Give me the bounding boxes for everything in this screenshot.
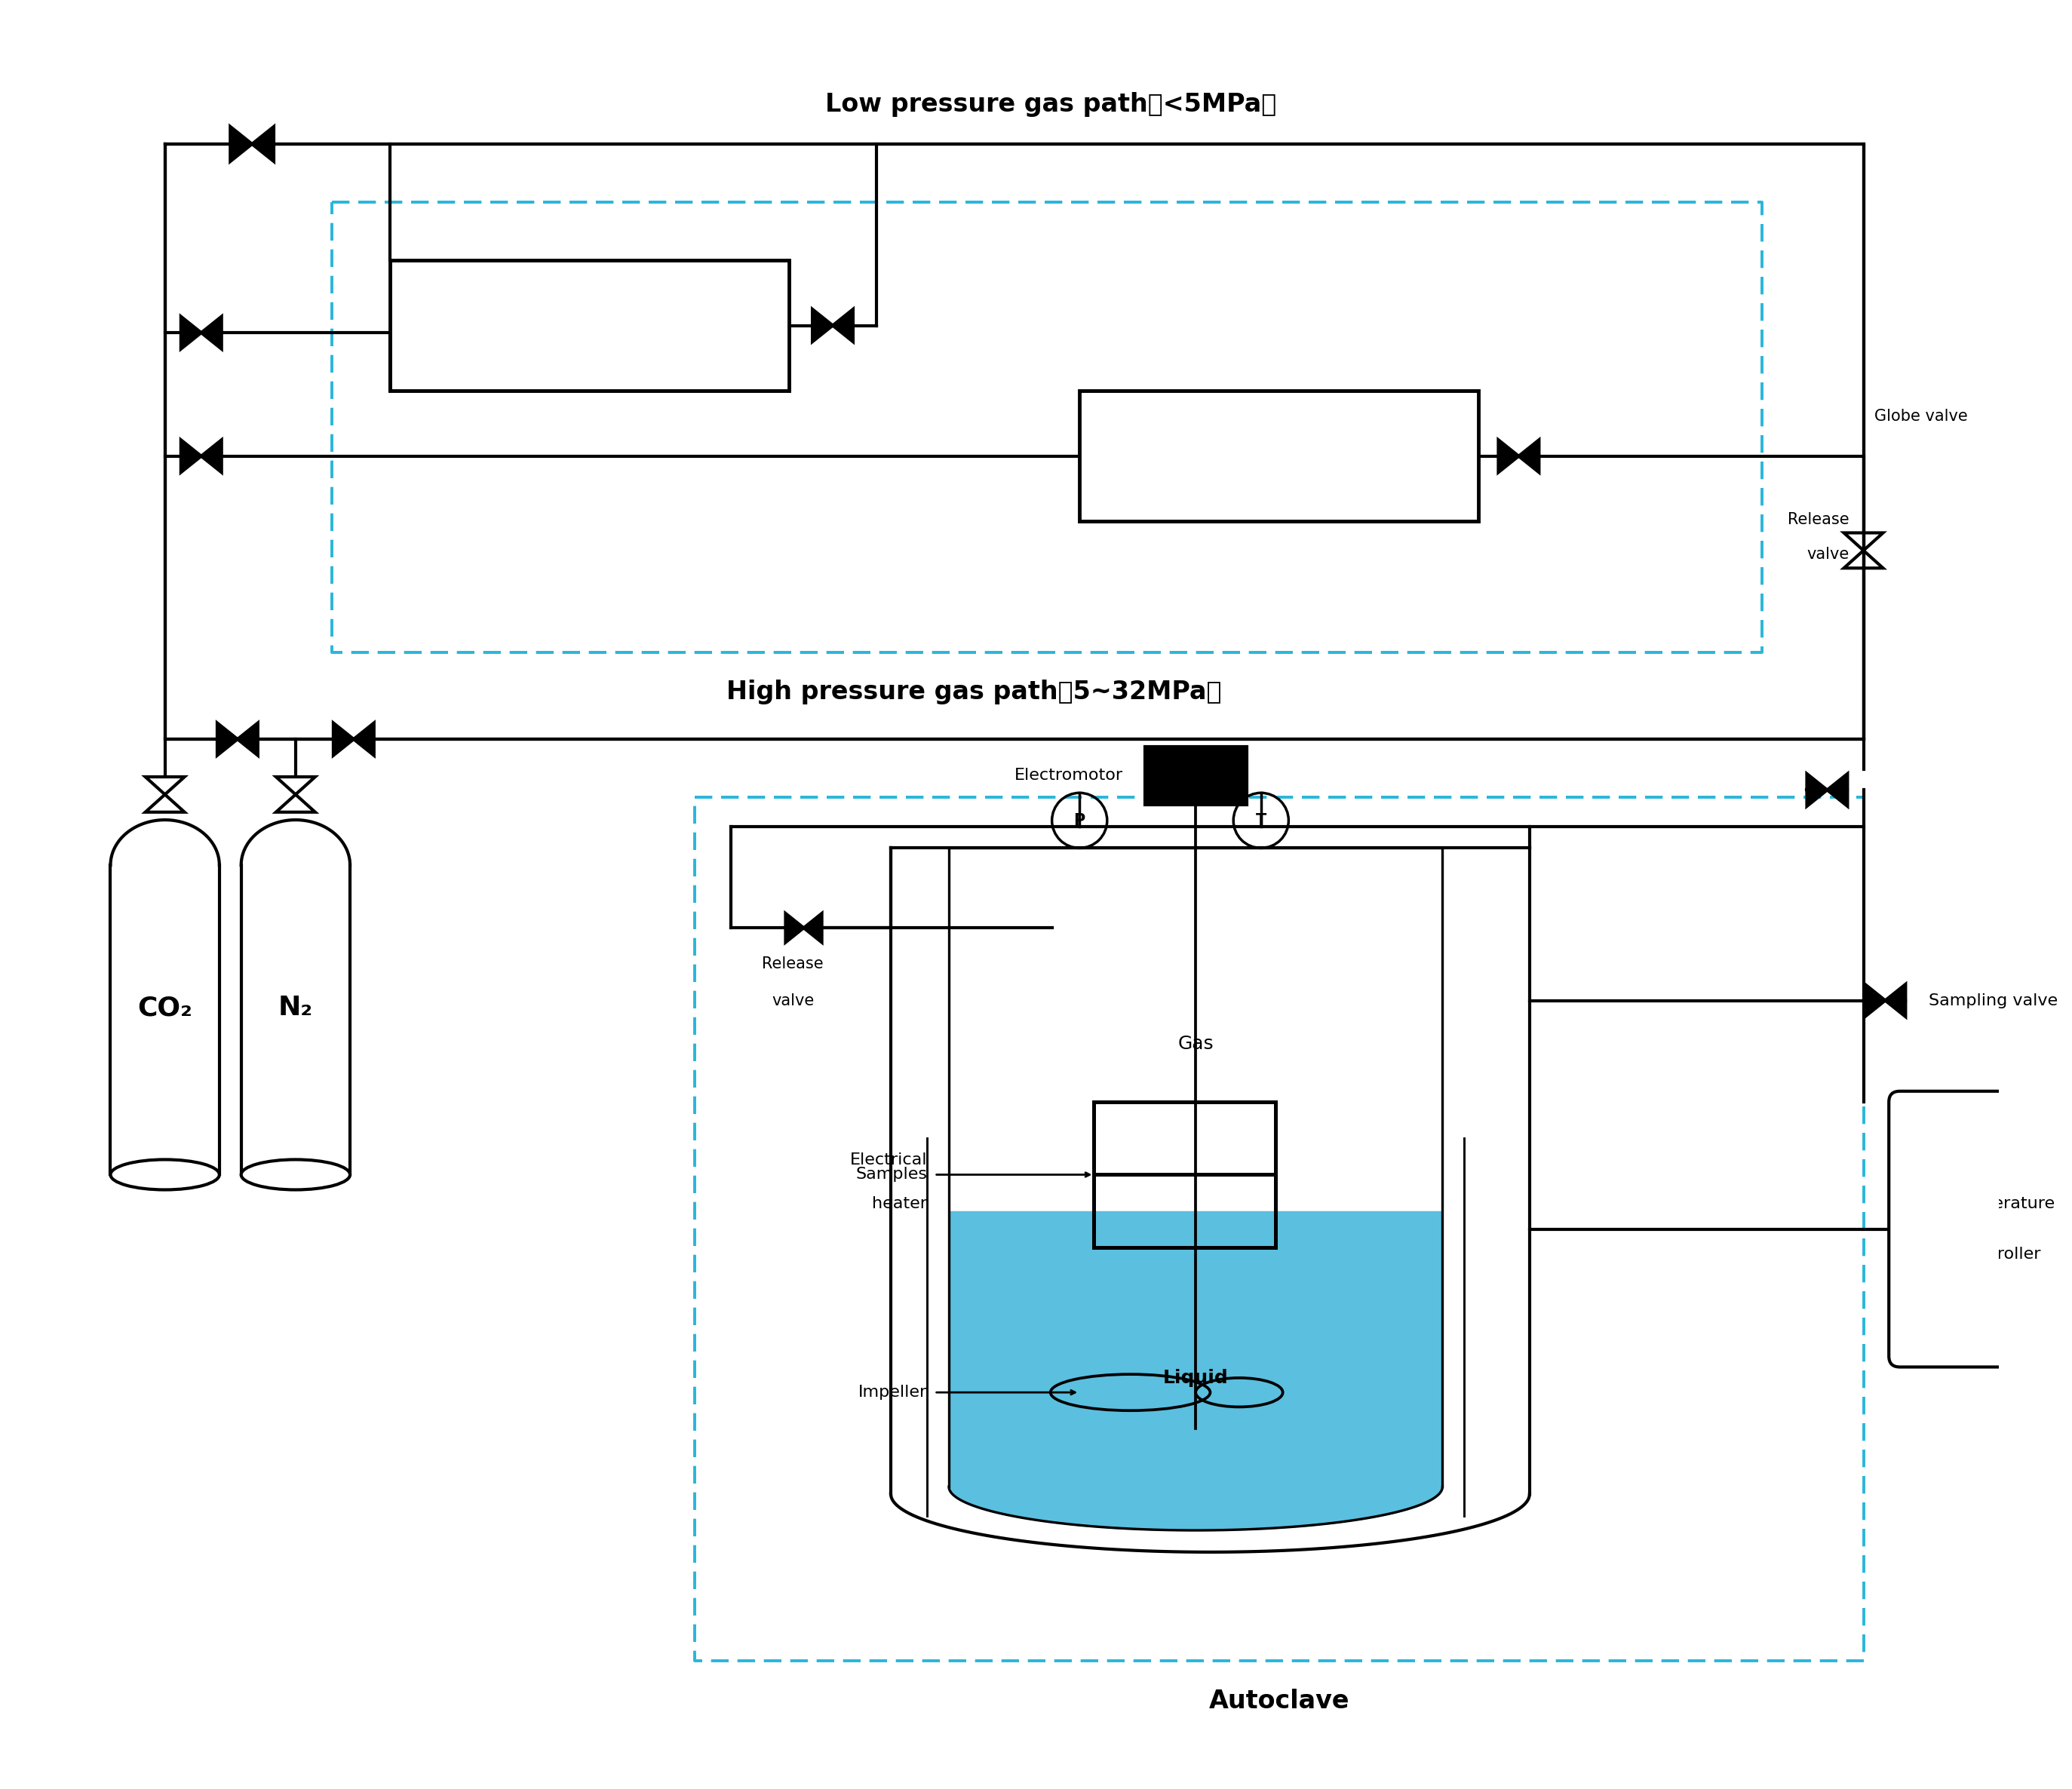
- Text: valve: valve: [1807, 547, 1848, 562]
- Polygon shape: [180, 317, 201, 349]
- Polygon shape: [230, 127, 253, 161]
- Text: Temperature: Temperature: [1948, 1197, 2055, 1211]
- Bar: [1080, 390, 1479, 521]
- Polygon shape: [1886, 984, 1906, 1016]
- Polygon shape: [1519, 440, 1539, 472]
- FancyBboxPatch shape: [1890, 1091, 2072, 1367]
- Text: T: T: [1256, 812, 1266, 828]
- Text: Impeller: Impeller: [858, 1385, 926, 1401]
- Ellipse shape: [110, 1159, 220, 1190]
- Text: Air compressor: Air compressor: [499, 315, 680, 336]
- Polygon shape: [804, 914, 823, 943]
- Text: High pressure gas path（5~32MPa）: High pressure gas path（5~32MPa）: [727, 680, 1222, 705]
- Text: CO₂: CO₂: [137, 995, 193, 1020]
- Text: N₂: N₂: [278, 995, 313, 1020]
- Text: Samples: Samples: [856, 1166, 926, 1183]
- Bar: [1146, 746, 1247, 805]
- Text: Gas: Gas: [1177, 1036, 1214, 1054]
- Polygon shape: [334, 723, 354, 755]
- Polygon shape: [1828, 773, 1848, 807]
- Text: Release: Release: [1788, 512, 1848, 528]
- Polygon shape: [238, 723, 257, 755]
- Polygon shape: [354, 723, 373, 755]
- Text: Electromotor: Electromotor: [1015, 767, 1123, 784]
- Polygon shape: [1498, 440, 1519, 472]
- Text: Autoclave: Autoclave: [1208, 1689, 1349, 1714]
- Polygon shape: [253, 127, 274, 161]
- Text: heater: heater: [872, 1197, 926, 1211]
- Polygon shape: [201, 440, 222, 472]
- Text: controller: controller: [1962, 1247, 2041, 1261]
- Polygon shape: [201, 317, 222, 349]
- Bar: [390, 259, 789, 390]
- Text: Booster pump: Booster pump: [1196, 445, 1361, 467]
- Text: P: P: [1073, 812, 1086, 828]
- Polygon shape: [812, 309, 833, 342]
- Polygon shape: [833, 309, 854, 342]
- Polygon shape: [1807, 773, 1828, 807]
- Text: Globe valve: Globe valve: [1875, 408, 1968, 424]
- Text: Liquid: Liquid: [1162, 1369, 1229, 1386]
- Polygon shape: [1865, 984, 1886, 1016]
- Text: Release: Release: [762, 957, 823, 971]
- Ellipse shape: [240, 1159, 350, 1190]
- Text: valve: valve: [771, 993, 814, 1007]
- Text: Sampling valve: Sampling valve: [1929, 993, 2057, 1007]
- Polygon shape: [180, 440, 201, 472]
- Polygon shape: [785, 914, 804, 943]
- Text: Electrical: Electrical: [850, 1152, 926, 1168]
- Text: Low pressure gas path（<5MPa）: Low pressure gas path（<5MPa）: [825, 91, 1276, 116]
- Polygon shape: [218, 723, 238, 755]
